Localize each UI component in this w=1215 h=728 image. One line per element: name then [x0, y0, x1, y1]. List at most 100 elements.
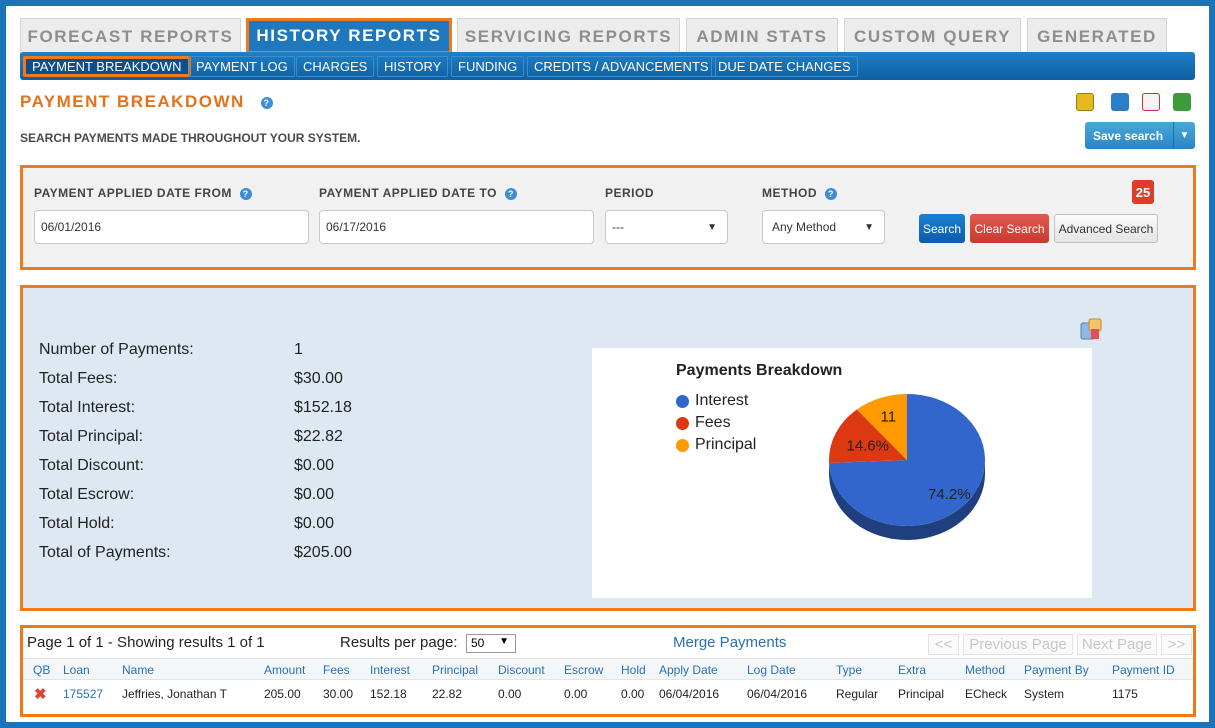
column-header[interactable]: Amount [264, 663, 306, 677]
column-header[interactable]: Type [836, 663, 863, 677]
cell-principal: 22.82 [432, 687, 463, 701]
column-header[interactable]: Discount [498, 663, 545, 677]
column-header[interactable]: Apply Date [659, 663, 718, 677]
cell-amount: 205.00 [264, 687, 301, 701]
tab-generated[interactable]: GENERATED [1027, 18, 1167, 54]
save-search-button[interactable]: Save search ▼ [1085, 122, 1195, 149]
method-select[interactable]: Any Method ▼ [762, 210, 885, 244]
summary-label: Total of Payments: [39, 544, 171, 561]
print-icon[interactable] [1111, 93, 1129, 111]
per-page-value: 50 [471, 636, 485, 650]
column-header[interactable]: Log Date [747, 663, 796, 677]
legend-label: Fees [695, 414, 731, 431]
cell-payment-by: System [1024, 687, 1065, 701]
legend-item-interest: Interest [676, 392, 748, 410]
delete-icon[interactable]: ✖ [34, 686, 47, 703]
results-panel: Page 1 of 1 - Showing results 1 of 1 Res… [20, 625, 1196, 717]
summary-label: Total Fees: [39, 370, 118, 387]
legend-swatch [676, 394, 689, 408]
column-header[interactable]: Interest [370, 663, 411, 677]
subnav-payment-log[interactable]: PAYMENT LOG [189, 56, 295, 77]
dropdown-arrow-icon: ▼ [707, 221, 717, 233]
legend-swatch [676, 416, 689, 430]
refresh-icon[interactable] [1076, 93, 1094, 111]
cell-payment-id: 1175 [1112, 687, 1138, 701]
column-header[interactable]: Method [965, 663, 1006, 677]
legend-label: Interest [695, 392, 749, 409]
loan-link[interactable]: 175527 [63, 687, 104, 701]
sub-navigation: PAYMENT BREAKDOWN PAYMENT LOG CHARGES HI… [20, 52, 1195, 80]
tab-custom-query[interactable]: CUSTOM QUERY [844, 18, 1021, 54]
column-header[interactable]: QB [33, 663, 51, 677]
column-header[interactable]: Name [122, 663, 155, 677]
cell-name: Jeffries, Jonathan T [122, 687, 227, 701]
subnav-funding[interactable]: FUNDING [451, 56, 525, 77]
column-header[interactable]: Principal [432, 663, 479, 677]
dropdown-arrow-icon: ▼ [864, 221, 874, 233]
legend-swatch [676, 438, 689, 452]
date-from-input[interactable]: 06/01/2016 [34, 210, 309, 244]
pie-slice-principal[interactable] [856, 394, 907, 460]
column-header[interactable]: Hold [621, 663, 646, 677]
summary-value: $0.00 [294, 486, 335, 503]
search-button[interactable]: Search [919, 214, 965, 243]
page-subtitle: SEARCH PAYMENTS MADE THROUGHOUT YOUR SYS… [20, 131, 361, 145]
summary-label: Total Hold: [39, 515, 115, 532]
table-header: QB Loan Name Amount Fees Interest Princi… [23, 658, 1193, 680]
subnav-due-date-changes[interactable]: DUE DATE CHANGES [711, 56, 858, 77]
pie-slice-interest[interactable] [829, 394, 985, 526]
subnav-charges[interactable]: CHARGES [296, 56, 375, 77]
tab-history-reports[interactable]: HISTORY REPORTS [246, 18, 452, 54]
chart-export-icon[interactable] [1079, 317, 1103, 341]
pie-chart: 74.2% 14.6% 11 [829, 394, 985, 541]
column-header[interactable]: Payment ID [1112, 663, 1175, 677]
cell-interest: 152.18 [370, 687, 407, 701]
subnav-history[interactable]: HISTORY [377, 56, 449, 77]
column-header[interactable]: Extra [898, 663, 927, 677]
column-header[interactable]: Loan [63, 663, 90, 677]
cell-hold: 0.00 [621, 687, 645, 701]
column-header[interactable]: Escrow [564, 663, 604, 677]
tab-servicing-reports[interactable]: SERVICING REPORTS [457, 18, 680, 54]
column-header[interactable]: Fees [323, 663, 350, 677]
chart-title: Payments Breakdown [676, 362, 843, 379]
date-from-label: PAYMENT APPLIED DATE FROM ? [34, 186, 252, 200]
summary-label: Total Discount: [39, 457, 144, 474]
subnav-credits-advancements[interactable]: CREDITS / ADVANCEMENTS [527, 56, 716, 77]
date-to-input[interactable]: 06/17/2016 [319, 210, 594, 244]
help-icon: ? [504, 187, 517, 200]
cell-apply-date: 06/04/2016 [659, 687, 720, 701]
pie-data-label: 11 [881, 409, 897, 426]
first-page-button[interactable]: << [928, 634, 959, 655]
merge-payments-link[interactable]: Merge Payments [673, 634, 787, 651]
save-search-label: Save search [1093, 129, 1164, 143]
page-title: PAYMENT BREAKDOWN ? [20, 92, 274, 112]
help-icon[interactable]: ? [261, 96, 274, 109]
pie-data-label: 74.2% [928, 486, 971, 503]
tab-admin-stats[interactable]: ADMIN STATS [686, 18, 838, 54]
summary-value: $0.00 [294, 515, 335, 532]
dropdown-arrow-icon: ▼ [499, 636, 509, 647]
summary-value: $152.18 [294, 399, 352, 416]
cell-log-date: 06/04/2016 [747, 687, 808, 701]
excel-icon[interactable] [1173, 93, 1191, 111]
tab-forecast-reports[interactable]: FORECAST REPORTS [20, 18, 241, 54]
next-page-button[interactable]: Next Page [1077, 634, 1157, 655]
pdf-icon[interactable] [1142, 93, 1160, 111]
chevron-down-icon[interactable]: ▼ [1173, 122, 1195, 149]
cell-escrow: 0.00 [564, 687, 588, 701]
advanced-search-button[interactable]: Advanced Search [1054, 214, 1158, 243]
summary-label: Total Interest: [39, 399, 136, 416]
last-page-button[interactable]: >> [1161, 634, 1192, 655]
clear-search-button[interactable]: Clear Search [970, 214, 1049, 243]
pie-slice-fees[interactable] [829, 409, 907, 464]
cell-method: ECheck [965, 687, 1008, 701]
previous-page-button[interactable]: Previous Page [963, 634, 1073, 655]
subnav-payment-breakdown[interactable]: PAYMENT BREAKDOWN [23, 56, 191, 77]
column-header[interactable]: Payment By [1024, 663, 1089, 677]
summary-label: Total Escrow: [39, 486, 135, 503]
period-select[interactable]: --- ▼ [605, 210, 728, 244]
per-page-select[interactable]: 50 ▼ [466, 634, 516, 653]
calendar-icon[interactable]: 25 [1132, 180, 1154, 204]
help-icon: ? [824, 187, 837, 200]
